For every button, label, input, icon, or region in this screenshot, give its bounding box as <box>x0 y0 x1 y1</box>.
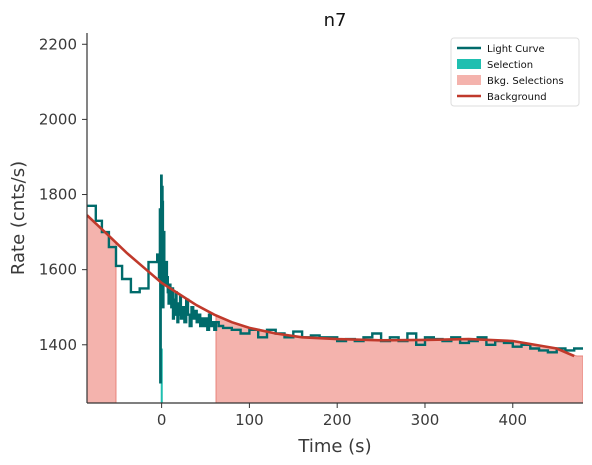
plot-inner <box>87 174 583 403</box>
chart-title: n7 <box>324 10 347 31</box>
y-tick-label: 1800 <box>39 186 77 204</box>
y-tick-label: 2000 <box>39 110 77 128</box>
x-tick-label: 400 <box>498 411 527 429</box>
x-tick-label: 300 <box>411 411 440 429</box>
x-tick-label: 200 <box>323 411 352 429</box>
y-axis-label: Rate (cnts/s) <box>8 161 29 275</box>
x-tick-label: 100 <box>235 411 264 429</box>
y-tick-label: 2200 <box>39 35 77 53</box>
legend-label: Selection <box>487 60 533 71</box>
legend-swatch-patch <box>457 59 481 69</box>
legend-label: Light Curve <box>487 44 545 55</box>
bkg-selection-region <box>87 214 117 403</box>
legend: Light Curve Selection Bkg. Selections Backg… <box>450 37 580 107</box>
legend-label: Bkg. Selections <box>487 76 564 87</box>
legend-box <box>450 37 580 107</box>
x-axis-label: Time (s) <box>297 436 371 457</box>
background-curve <box>87 214 575 358</box>
plot-area <box>87 174 583 403</box>
x-tick-label: 0 <box>157 411 167 429</box>
legend-swatch-patch <box>457 75 481 85</box>
light-curve-line <box>87 174 583 384</box>
y-tick-label: 1400 <box>39 336 77 354</box>
y-tick-label: 1600 <box>39 261 77 279</box>
legend-label: Background <box>487 92 547 103</box>
axes: 0 100 200 300 400 1400 1600 1800 2000 2200 <box>39 33 583 429</box>
